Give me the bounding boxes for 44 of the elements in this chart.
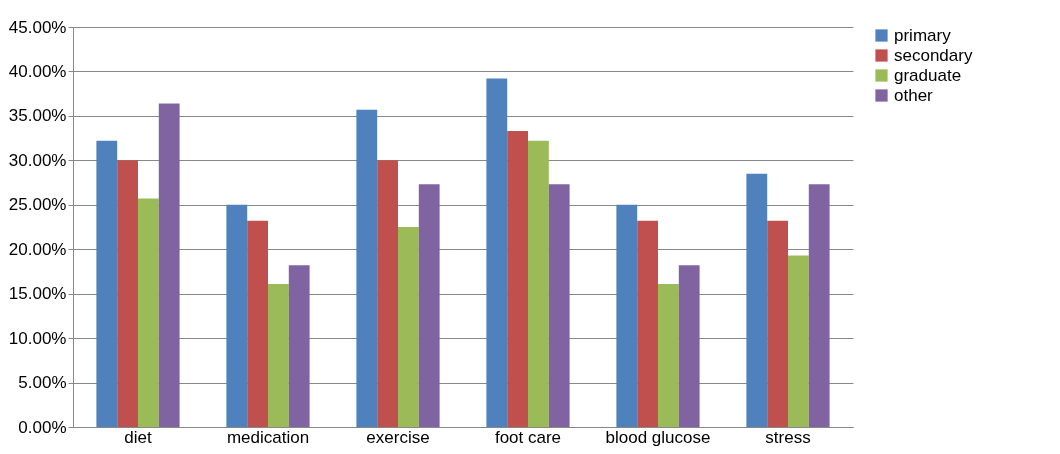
bar [637,220,658,427]
bar [548,184,570,427]
bar [247,220,268,427]
y-tick-label: 45.00% [8,17,67,37]
bar [226,204,248,427]
bar [138,198,159,427]
legend-label: secondary [894,45,973,65]
bar [746,173,768,427]
bar [486,78,508,427]
legend-label: primary [894,25,952,45]
bar [528,140,549,427]
x-tick-label: exercise [366,427,430,447]
bar [158,103,180,427]
bar [767,220,788,427]
y-tick-label: 15.00% [8,284,67,304]
x-tick-label: foot care [494,427,562,447]
bar [788,255,809,427]
y-tick-label: 35.00% [8,106,67,126]
legend-label: graduate [894,65,962,85]
bar [117,160,138,427]
bar [418,184,440,427]
legend-label: other [894,85,934,105]
y-tick-label: 40.00% [8,61,67,81]
bar [288,265,310,427]
bar [808,184,830,427]
bar [507,131,528,427]
bar [356,109,378,427]
bar [377,160,398,427]
y-tick-label: 10.00% [8,328,67,348]
y-tick-label: 30.00% [8,150,67,170]
bar [658,283,679,427]
x-tick-label: diet [124,427,152,447]
x-tick-label: blood glucose [605,427,711,447]
y-tick-label: 20.00% [8,239,67,259]
bar [678,265,700,427]
y-tick-label: 5.00% [18,373,67,393]
bar [268,283,289,427]
bar [96,140,118,427]
x-tick-label: stress [765,427,811,447]
y-tick-label: 25.00% [8,195,67,215]
bar [616,204,638,427]
bar [398,227,419,427]
x-tick-label: medication [226,427,310,447]
y-tick-label: 0.00% [18,417,67,437]
